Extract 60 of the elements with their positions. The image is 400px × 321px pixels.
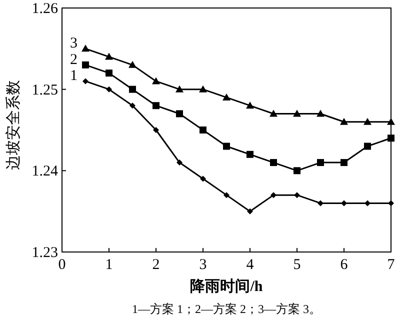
point [246, 102, 254, 109]
x-tick-label: 6 [340, 257, 348, 273]
point [200, 126, 206, 134]
point [176, 110, 183, 118]
point [388, 134, 394, 142]
point [341, 200, 347, 206]
point [340, 118, 348, 125]
point [82, 61, 89, 68]
series-label: 1 [70, 68, 78, 84]
point [176, 160, 182, 166]
point [222, 93, 230, 100]
point [176, 85, 184, 92]
point [224, 192, 230, 198]
point [364, 200, 370, 206]
point [128, 60, 136, 68]
y-tick-label: 1.24 [32, 164, 58, 180]
point [316, 110, 324, 117]
point [130, 102, 136, 109]
y-tick-label: 1.25 [32, 82, 58, 98]
point [387, 118, 395, 125]
y-axis-title: 边坡安全系数 [5, 80, 22, 170]
point [270, 192, 276, 198]
text: 1—方案 1；2—方案 2；3—方案 3。 [132, 302, 321, 316]
point [82, 78, 88, 84]
point [270, 159, 277, 166]
point [247, 208, 253, 214]
point [152, 77, 160, 84]
series-label: 3 [70, 36, 78, 52]
point [388, 200, 394, 206]
x-tick-label: 2 [152, 257, 160, 273]
x-tick-label: 4 [246, 257, 254, 273]
point [270, 110, 278, 117]
x-tick-label: 0 [58, 257, 66, 273]
point [294, 167, 300, 174]
point [200, 176, 206, 182]
point [317, 159, 324, 166]
point [294, 192, 300, 198]
point [153, 127, 159, 133]
point [82, 44, 90, 52]
x-axis-title: 降雨时间/h [190, 278, 264, 295]
point [223, 142, 230, 150]
y-tick-label: 1.23 [32, 245, 58, 261]
point [199, 85, 207, 92]
point [340, 159, 348, 166]
point [318, 200, 324, 206]
x-tick-label: 7 [387, 257, 396, 273]
point [105, 52, 113, 60]
point [364, 142, 371, 150]
point [152, 102, 160, 110]
point [246, 150, 254, 158]
x-tick-label: 1 [105, 257, 113, 273]
series-label: 2 [70, 52, 78, 68]
x-tick-label: 3 [199, 257, 207, 273]
point [364, 118, 372, 125]
x-tick-label: 5 [293, 257, 301, 273]
y-tick-label: 1.26 [32, 1, 58, 17]
point [293, 110, 301, 117]
point [106, 70, 112, 77]
point [106, 86, 112, 92]
point [129, 86, 136, 93]
